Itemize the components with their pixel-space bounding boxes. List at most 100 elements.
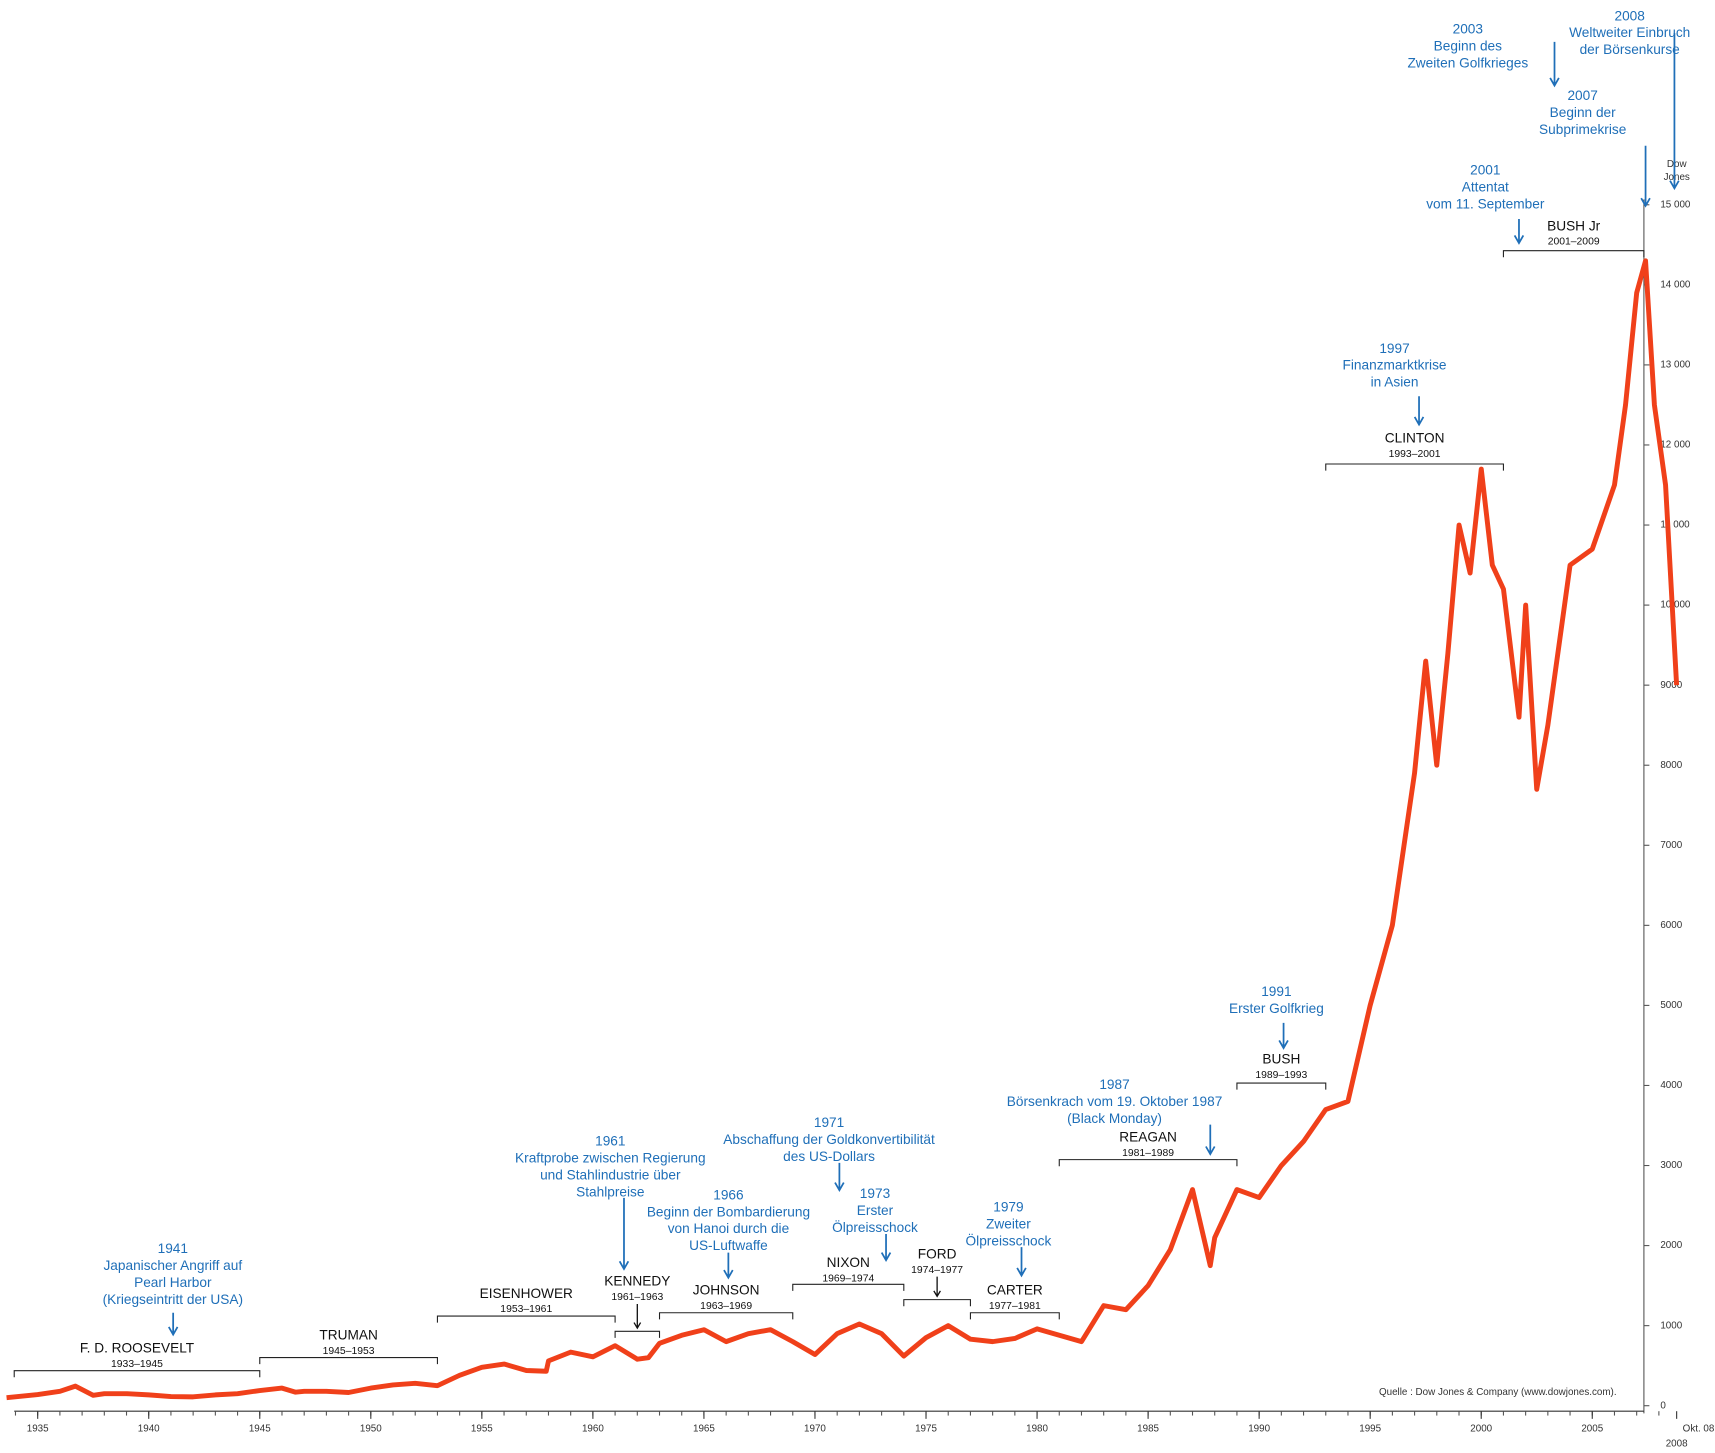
event-text: 1966 [713,1187,743,1202]
y-tick-label: 8000 [1660,760,1682,771]
president-term: 1961–1963 [611,1292,663,1303]
x-tick-label: 1980 [1026,1423,1048,1434]
x-tick-label: 1955 [471,1423,493,1434]
event-text: 2001 [1470,162,1500,177]
event-text: Stahlpreise [576,1185,644,1200]
term-bracket [1326,464,1504,471]
x-tick-label: Okt. 08 [1683,1423,1715,1434]
event-text: 1987 [1099,1077,1129,1092]
president-name: CLINTON [1385,430,1445,445]
event-text: Erster [857,1203,894,1218]
x-tick-label: 1945 [249,1423,271,1434]
chart: 010002000300040005000600070008000900010 … [0,0,1715,1453]
event-arrow [1017,1247,1026,1275]
event-text: Kraftprobe zwischen Regierung [515,1151,706,1166]
event-text: 1961 [595,1134,625,1149]
event-arrow [620,1198,629,1269]
event-text: der Börsenkurse [1580,42,1680,57]
event-text: US-Luftwaffe [689,1238,768,1253]
president-name: TRUMAN [319,1327,377,1342]
y-tick-label: 7000 [1660,840,1682,851]
event-text: Attentat [1462,179,1509,194]
x-tick-label: 1950 [360,1423,382,1434]
y-tick-label: 9000 [1660,680,1682,691]
event-text: vom 11. September [1426,196,1545,211]
event-arrow [724,1253,733,1278]
event-text: 1941 [158,1241,188,1256]
y-tick-label: 10 000 [1660,600,1691,611]
event-text: Beginn des [1434,38,1503,53]
president-name: FORD [918,1246,957,1261]
y-tick-label: 4000 [1660,1080,1682,1091]
term-bracket [1059,1160,1237,1167]
event-arrow [1515,219,1524,243]
event-text: Subprimekrise [1539,122,1626,137]
x-tick-label: 1970 [804,1423,826,1434]
event-text: Zweiter [986,1216,1031,1231]
president-name: BUSH Jr [1547,218,1601,233]
event-text: von Hanoi durch die [668,1221,789,1236]
y-tick-label: 0 [1660,1400,1666,1411]
president-term: 1933–1945 [111,1359,163,1370]
event-text: Zweiten Golfkrieges [1407,55,1528,70]
y-tick-label: 2000 [1660,1240,1682,1251]
term-bracket [904,1300,971,1307]
president-name: JOHNSON [693,1282,760,1297]
event-text: 1971 [814,1115,844,1130]
event-text: (Black Monday) [1067,1111,1162,1126]
x-tick-label: 2000 [1470,1423,1492,1434]
x-tick-label: 1935 [27,1423,49,1434]
event-arrow [1206,1125,1215,1155]
event-text: Finanzmarktkrise [1343,358,1447,373]
x-tick-label: 1995 [1359,1423,1381,1434]
event-text: Ölpreisschock [832,1220,918,1235]
term-bracket [1237,1083,1326,1090]
event-text: und Stahlindustrie über [540,1168,681,1183]
y-tick-label: 5000 [1660,1000,1682,1011]
x-tick-label: 1965 [693,1423,715,1434]
president-term: 2001–2009 [1548,237,1600,248]
term-bracket [437,1316,615,1323]
president-term: 1969–1974 [822,1274,874,1285]
event-arrow [1550,42,1559,86]
event-arrow [1279,1023,1288,1048]
event-text: 2003 [1453,21,1483,36]
president-name: CARTER [987,1282,1043,1297]
event-text: in Asien [1371,375,1419,390]
y-tick-label: 3000 [1660,1160,1682,1171]
event-text: Beginn der [1550,105,1617,120]
x-tick-label: 1975 [915,1423,937,1434]
event-text: des US-Dollars [783,1149,875,1164]
y-tick-label: 12 000 [1660,440,1691,451]
president-name: KENNEDY [604,1274,670,1289]
x-end-year: 2008 [1666,1439,1688,1450]
president-term: 1977–1981 [989,1301,1041,1312]
president-term: 1945–1953 [323,1346,375,1357]
event-text: Beginn der Bombardierung [647,1204,810,1219]
event-text: 1991 [1261,984,1291,999]
term-bracket [14,1371,260,1378]
president-name: EISENHOWER [480,1286,573,1301]
term-arrow [934,1277,941,1297]
event-text: (Kriegseintritt der USA) [103,1292,243,1307]
president-name: REAGAN [1119,1129,1177,1144]
source: Quelle : Dow Jones & Company (www.dowjon… [1379,1387,1617,1398]
president-name: NIXON [827,1255,870,1270]
president-term: 1989–1993 [1255,1070,1307,1081]
event-text: Weltweiter Einbruch [1569,25,1690,40]
event-arrow [169,1313,178,1335]
event-arrow [882,1234,891,1260]
y-tick-label: 11 000 [1660,520,1690,531]
y-tick-label: 13 000 [1660,360,1691,371]
president-term: 1953–1961 [500,1304,552,1315]
term-bracket [793,1284,904,1291]
president-term: 1974–1977 [911,1265,963,1276]
event-text: Ölpreisschock [966,1233,1052,1248]
x-tick-label: 1985 [1137,1423,1159,1434]
event-text: Japanischer Angriff auf [103,1258,242,1273]
term-bracket [660,1313,793,1320]
term-bracket [615,1331,659,1338]
event-text: 2007 [1567,88,1597,103]
event-text: 1979 [993,1199,1023,1214]
event-text: 1973 [860,1186,890,1201]
